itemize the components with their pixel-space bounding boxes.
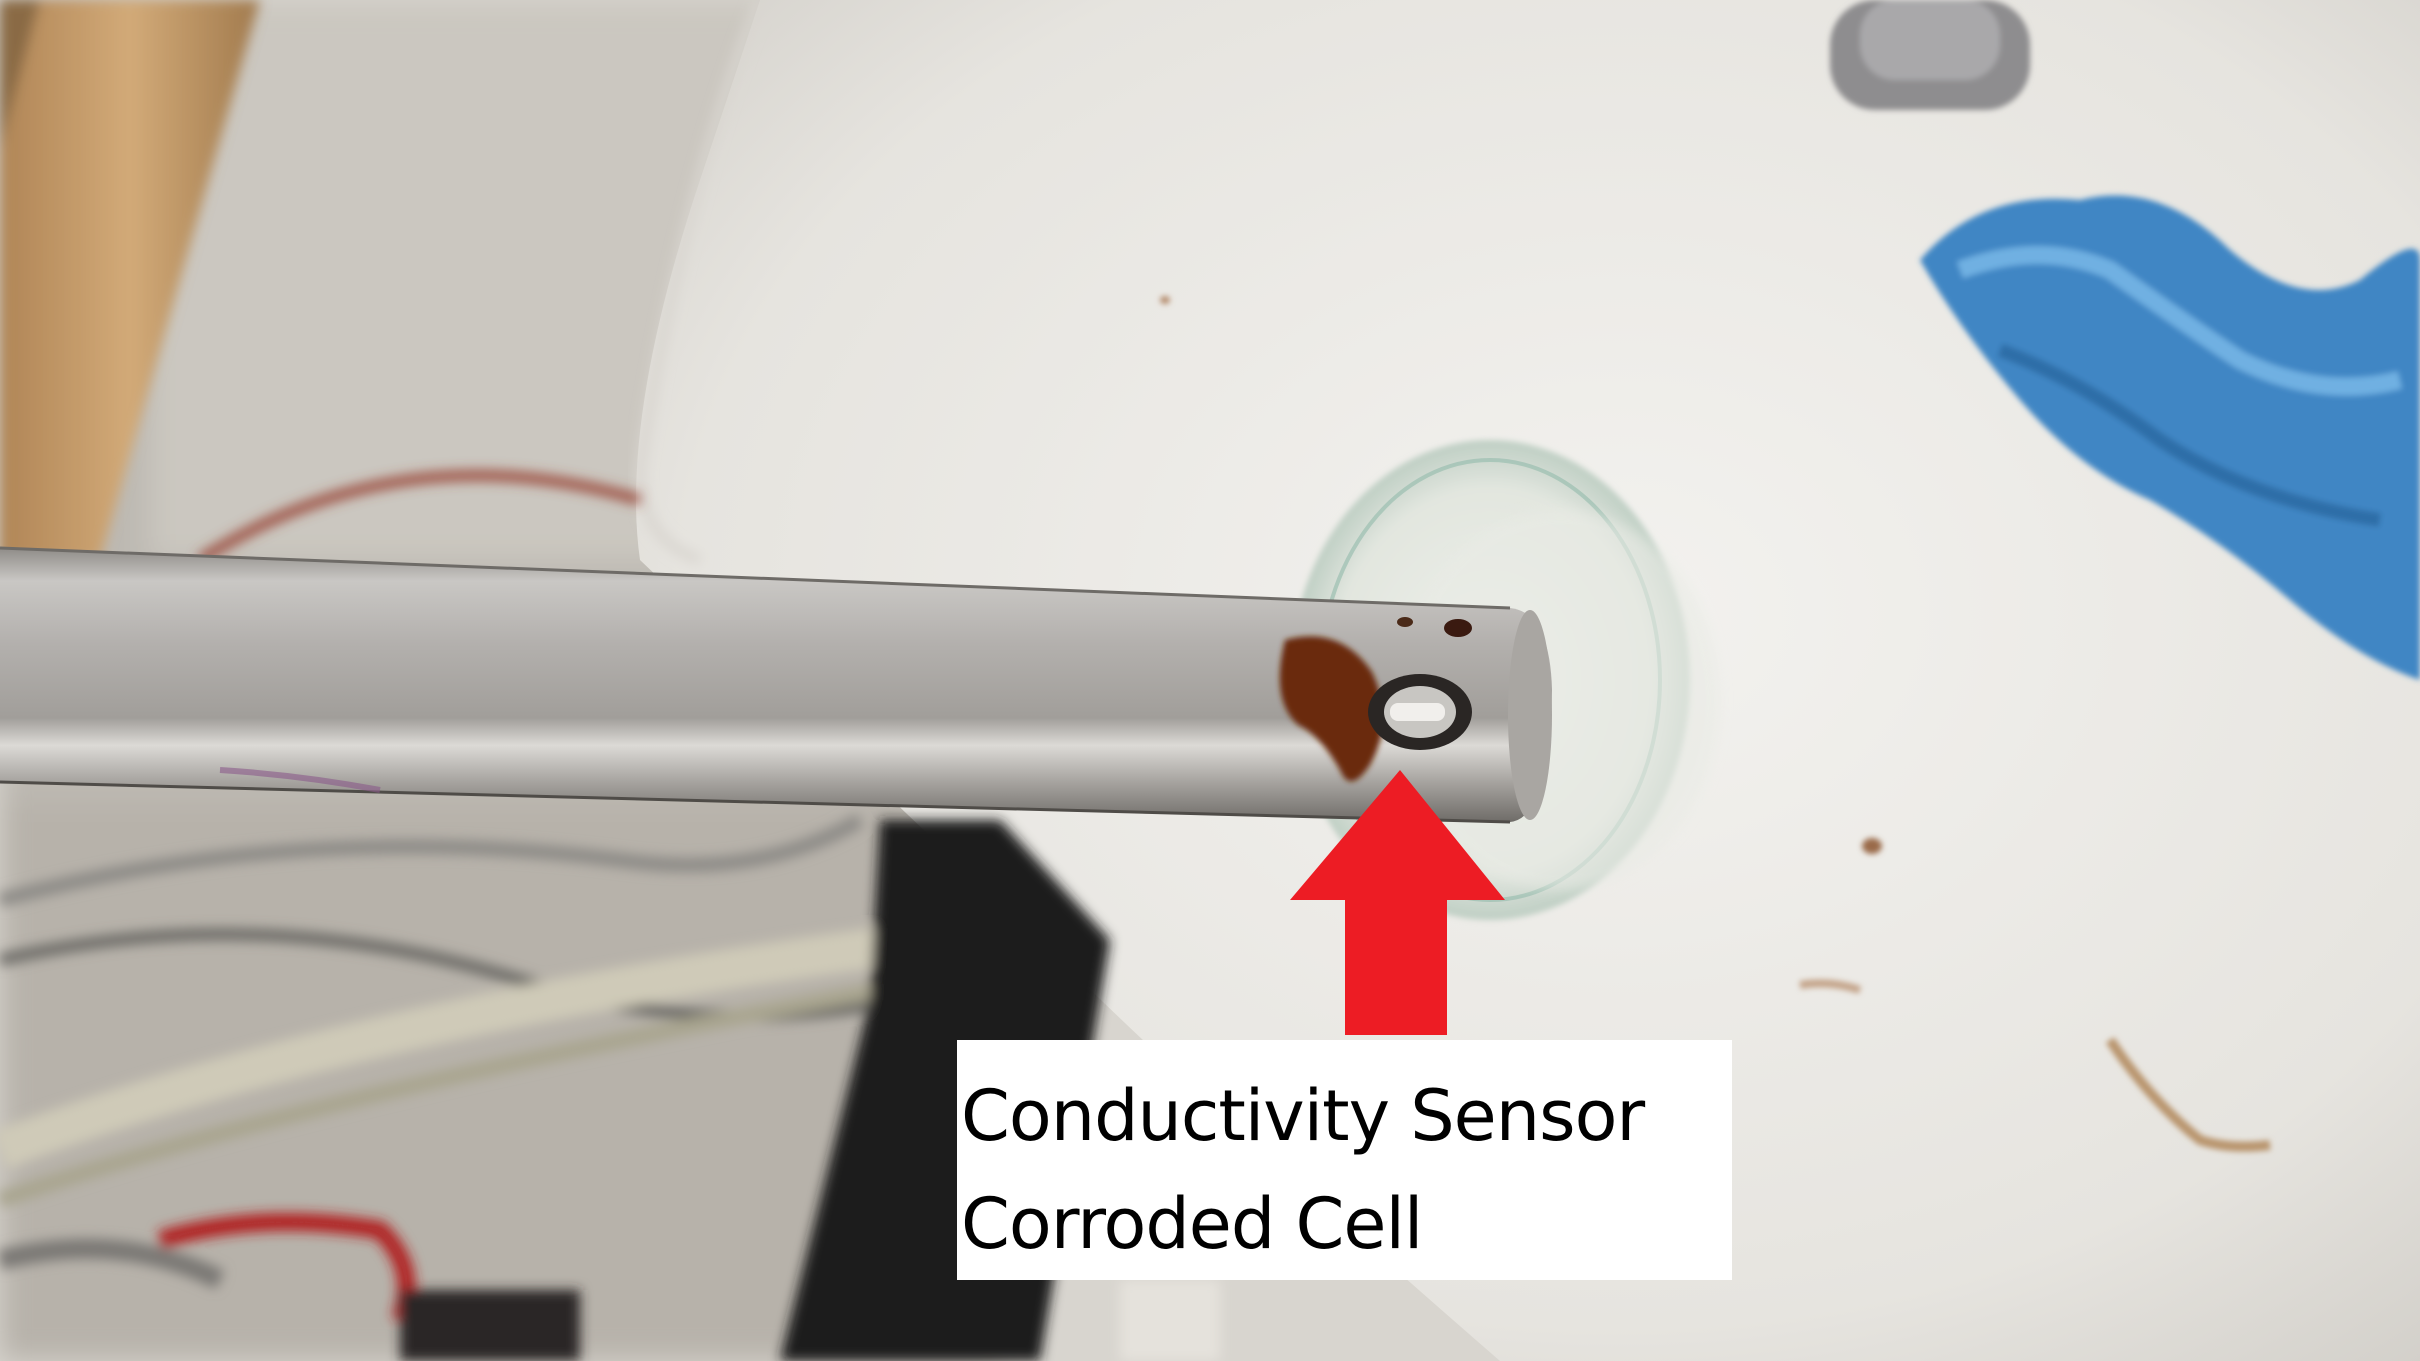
sink-stains [1160, 296, 2271, 1152]
wooden-frame [0, 0, 260, 560]
sink-fixture [1830, 0, 2030, 110]
annotation-label: Conductivity Sensor Corroded Cell [957, 1040, 1732, 1280]
blue-towel [1920, 195, 2420, 681]
probe-shaft [0, 546, 1552, 824]
red-arrow-icon [1290, 770, 1505, 1035]
annotation-line-2: Corroded Cell [961, 1183, 1423, 1265]
annotation-line-1: Conductivity Sensor [961, 1075, 1645, 1157]
corroded-cell [1279, 617, 1472, 782]
